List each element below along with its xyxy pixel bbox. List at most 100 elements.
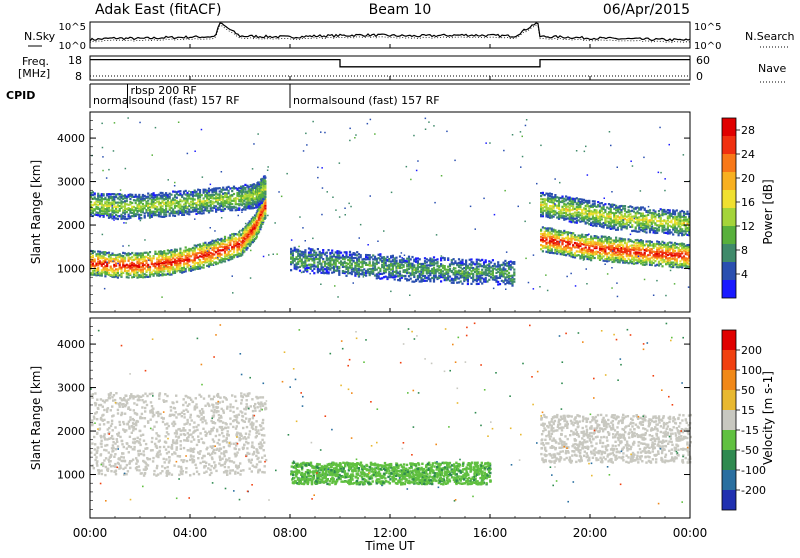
power-speckle [306,144,308,146]
power-speckle [632,165,634,167]
power-pixel [594,200,596,202]
power-pixel [597,236,599,238]
power-speckle [540,145,542,147]
power-speckle [349,140,351,142]
power-pixel [513,269,515,271]
power-pixel [228,192,230,194]
power-speckle [213,265,215,267]
power-pixel [372,271,374,273]
power-pixel [188,252,190,254]
power-pixel [154,251,156,253]
power-pixel [461,283,463,285]
cpid-entry-label: normalsound (fast) 157 RF [293,94,440,107]
power-pixel [426,261,428,263]
power-pixel [149,255,151,257]
power-pixel [244,187,246,189]
power-pixel [395,260,397,262]
power-pixel [264,201,266,203]
power-speckle [141,218,143,220]
power-pixel [683,211,685,213]
power-pixel [674,212,676,214]
power-pixel [360,256,362,258]
power-speckle [683,154,685,156]
power-pixel [617,229,619,231]
power-pixel [126,200,128,202]
power-pixel [642,213,644,215]
power-pixel [604,209,606,211]
power-speckle [575,285,577,287]
power-speckle [506,251,508,253]
power-pixel [233,249,235,251]
power-pixel [490,261,492,263]
power-pixel [203,197,205,199]
power-pixel [449,268,451,270]
power-speckle [520,166,522,168]
power-pixel [654,211,656,213]
power-pixel [199,191,201,193]
power-pixel [572,244,574,246]
power-speckle [321,214,323,216]
power-pixel [252,205,254,207]
power-pixel [244,235,246,237]
power-pixel [638,258,640,260]
power-pixel [654,260,656,262]
power-pixel [542,250,544,252]
noise-tick-right-top: 10^5 [694,22,721,33]
power-pixel [369,261,371,263]
power-pixel [640,252,642,254]
power-pixel [511,266,513,268]
power-pixel [292,262,294,264]
power-pixel [483,263,485,265]
power-pixel [259,203,261,205]
power-speckle [590,205,592,207]
power-pixel [433,256,435,258]
power-pixel [153,255,155,257]
power-pixel [653,220,655,222]
power-pixel [262,220,264,222]
power-pixel [604,248,606,250]
power-pixel [338,270,340,272]
power-pixel [640,208,642,210]
power-pixel [301,259,303,261]
power-pixel [678,247,680,249]
power-pixel [385,270,387,272]
power-pixel [661,249,663,251]
power-pixel [588,220,590,222]
power-pixel [670,220,672,222]
power-pixel [679,226,681,228]
power-pixel [246,247,248,249]
power-speckle [525,125,527,127]
power-speckle [267,166,269,168]
power-pixel [338,266,340,268]
power-pixel [313,272,315,274]
power-pixel [94,192,96,194]
power-pixel [347,270,349,272]
power-pixel [631,218,633,220]
power-pixel [428,267,430,269]
power-pixel [165,207,167,209]
power-pixel [264,207,266,209]
power-pixel [581,234,583,236]
power-pixel [595,209,597,211]
power-pixel [131,256,133,258]
power-pixel [250,222,252,224]
power-speckle [201,129,203,131]
power-pixel [499,283,501,285]
power-speckle [334,285,336,287]
power-pixel [647,214,649,216]
power-speckle [224,208,226,210]
beam-title: Beam 10 [369,2,432,18]
power-speckle [139,122,141,124]
power-pixel [629,222,631,224]
power-pixel [229,242,231,244]
power-speckle [417,160,419,162]
power-pixel [444,257,446,259]
power-speckle [301,272,303,274]
power-pixel [511,285,513,287]
power-pixel [649,209,651,211]
power-pixel [410,258,412,260]
power-pixel [620,211,622,213]
power-pixel [188,209,190,211]
power-pixel [513,281,515,283]
power-pixel [128,276,130,278]
